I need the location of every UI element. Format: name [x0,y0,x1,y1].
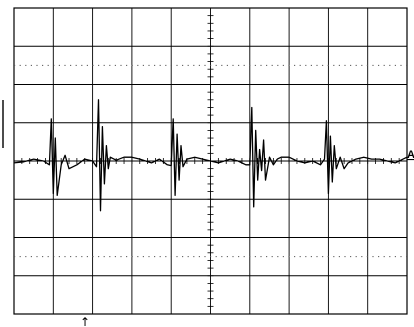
trigger-position-arrow: ↑ [80,315,90,327]
marker-group: A ↑ [3,100,414,327]
channel-marker-label: A [407,149,414,161]
